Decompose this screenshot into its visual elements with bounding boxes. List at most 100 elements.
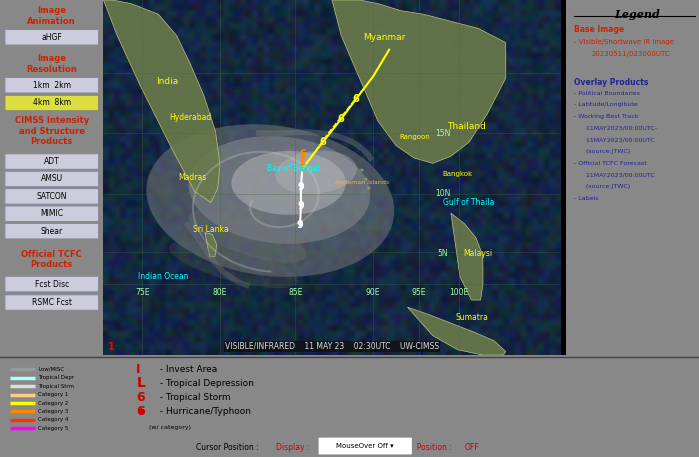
Text: (source:JTWC): (source:JTWC) (575, 149, 630, 154)
FancyBboxPatch shape (5, 206, 99, 222)
Text: 11MAY2023/00:00UTC: 11MAY2023/00:00UTC (575, 138, 655, 143)
Text: Position :: Position : (412, 443, 454, 452)
Bar (561, 0, 566, 355)
Text: 20230511/023000UTC: 20230511/023000UTC (591, 52, 670, 58)
Text: Hyderabad: Hyderabad (169, 113, 211, 122)
Text: 6: 6 (300, 149, 307, 159)
Text: 1km  2km: 1km 2km (33, 81, 71, 90)
Text: (w/ category): (w/ category) (149, 425, 191, 430)
Text: Display :: Display : (276, 443, 312, 452)
Text: Sri Lanka: Sri Lanka (193, 224, 229, 234)
Text: AMSU: AMSU (41, 175, 63, 183)
Ellipse shape (231, 151, 346, 215)
Text: CIMSS Intensity
and Structure
Products: CIMSS Intensity and Structure Products (15, 117, 89, 146)
Text: 15N: 15N (435, 129, 450, 138)
Text: 80E: 80E (212, 288, 227, 298)
Text: Malaysi: Malaysi (463, 250, 493, 258)
Text: aHGF: aHGF (41, 33, 62, 42)
Text: - Visible/Shortwave IR Image: - Visible/Shortwave IR Image (575, 39, 675, 45)
Text: 95E: 95E (412, 288, 426, 298)
Text: Category 5: Category 5 (38, 426, 69, 431)
Text: Image
Animation: Image Animation (27, 6, 76, 26)
FancyBboxPatch shape (5, 154, 99, 170)
Text: 9: 9 (298, 201, 304, 211)
Text: MouseOver Off ▾: MouseOver Off ▾ (336, 443, 394, 450)
Text: Category 2: Category 2 (38, 401, 69, 405)
Text: - Official TCFC Forecast: - Official TCFC Forecast (575, 161, 647, 166)
Text: 11MAY2023/00:00UTC-: 11MAY2023/00:00UTC- (575, 126, 658, 131)
Text: L: L (136, 377, 145, 390)
Text: Tropical Strm: Tropical Strm (38, 384, 75, 389)
Text: - Political Boundaries: - Political Boundaries (575, 90, 640, 96)
FancyBboxPatch shape (5, 95, 99, 111)
Text: (source:JTWC): (source:JTWC) (575, 184, 630, 189)
Text: RSMC Fcst: RSMC Fcst (31, 298, 72, 307)
Text: I: I (136, 363, 140, 376)
Text: Base Image: Base Image (575, 25, 625, 34)
Ellipse shape (275, 150, 356, 194)
Text: VISIBLE/INFRARED    11 MAY 23    02:30UTC    UW-CIMSS: VISIBLE/INFRARED 11 MAY 23 02:30UTC UW-C… (225, 342, 439, 351)
FancyBboxPatch shape (318, 437, 412, 455)
Ellipse shape (189, 210, 306, 263)
Text: MIMIC: MIMIC (41, 209, 63, 218)
Text: ADT: ADT (44, 157, 59, 166)
Text: - Tropical Depression: - Tropical Depression (157, 379, 254, 388)
Text: 6: 6 (319, 137, 326, 147)
Text: 6: 6 (338, 114, 345, 124)
Text: 5N: 5N (438, 250, 448, 258)
Text: Cursor Position :: Cursor Position : (196, 443, 261, 452)
Text: Sumatra: Sumatra (455, 314, 488, 322)
Text: 11MAY2023/00:00UTC: 11MAY2023/00:00UTC (575, 173, 655, 178)
Text: SATCON: SATCON (36, 192, 67, 201)
Polygon shape (103, 0, 220, 202)
Text: 75E: 75E (135, 288, 150, 298)
Text: 6: 6 (136, 405, 145, 418)
Text: Bangkok: Bangkok (442, 171, 473, 177)
Text: Legend: Legend (614, 9, 660, 20)
Text: Fcst Disc: Fcst Disc (35, 280, 69, 288)
FancyBboxPatch shape (5, 29, 99, 45)
Text: Gulf of Thaila: Gulf of Thaila (443, 198, 495, 207)
Ellipse shape (146, 124, 394, 277)
Text: Madras: Madras (178, 173, 207, 182)
Text: India: India (157, 77, 178, 86)
Polygon shape (451, 213, 483, 300)
Text: 100E: 100E (449, 288, 469, 298)
Text: - Working Best Track: - Working Best Track (575, 114, 639, 119)
Text: 6: 6 (299, 164, 305, 174)
Text: 90E: 90E (366, 288, 380, 298)
Text: 1: 1 (108, 342, 115, 352)
Text: - Invest Area: - Invest Area (157, 365, 217, 374)
Text: 9: 9 (296, 220, 303, 230)
Polygon shape (205, 233, 217, 256)
Text: Category 3: Category 3 (38, 409, 69, 414)
Text: Category 4: Category 4 (38, 417, 69, 422)
Text: - Labels: - Labels (575, 196, 599, 201)
FancyBboxPatch shape (5, 223, 99, 239)
Text: Bay of Bengal: Bay of Bengal (266, 164, 319, 173)
Text: Image
Resolution: Image Resolution (27, 54, 77, 74)
Text: Overlay Products: Overlay Products (575, 78, 649, 87)
Text: - Hurricane/Typhoon: - Hurricane/Typhoon (157, 407, 251, 416)
Text: Rangoon: Rangoon (399, 134, 430, 140)
Text: Official TCFC
Products: Official TCFC Products (22, 250, 82, 269)
FancyBboxPatch shape (5, 171, 99, 187)
Text: 6: 6 (352, 95, 359, 105)
FancyBboxPatch shape (5, 295, 99, 310)
Text: Thailand: Thailand (447, 122, 487, 131)
Text: Low/MISC: Low/MISC (38, 367, 64, 372)
FancyBboxPatch shape (5, 77, 99, 93)
Text: Shear: Shear (41, 227, 63, 236)
Polygon shape (408, 307, 506, 355)
Text: 6: 6 (136, 391, 145, 404)
Text: Category 1: Category 1 (38, 392, 69, 397)
Text: OFF: OFF (465, 443, 480, 452)
FancyBboxPatch shape (5, 276, 99, 292)
Text: Indian Ocean: Indian Ocean (138, 272, 188, 282)
Text: Myanmar: Myanmar (363, 33, 406, 42)
Text: 9: 9 (298, 182, 304, 192)
Ellipse shape (189, 136, 370, 244)
FancyBboxPatch shape (5, 189, 99, 204)
Text: Tropical Depr: Tropical Depr (38, 375, 75, 380)
Text: 85E: 85E (288, 288, 303, 298)
